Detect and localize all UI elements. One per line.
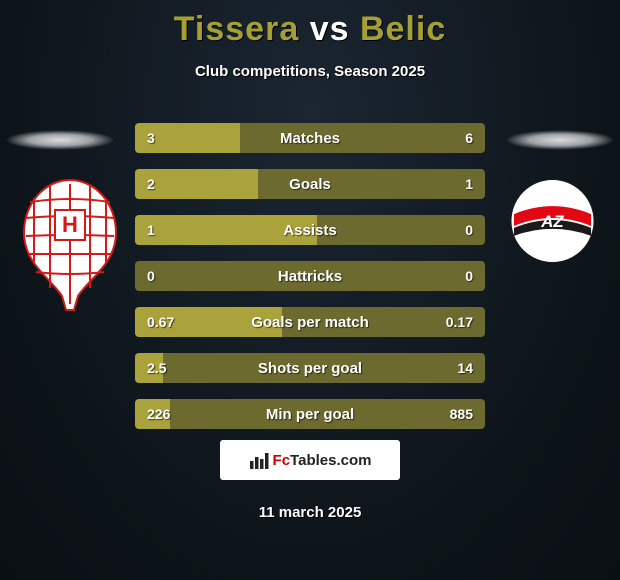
shadow-right	[505, 130, 615, 150]
stat-row: 226885Min per goal	[135, 399, 485, 429]
stat-label: Goals per match	[135, 307, 485, 337]
stat-row: 21Goals	[135, 169, 485, 199]
bars-chart-icon	[249, 450, 269, 470]
brand-suffix: Tables.com	[290, 452, 371, 469]
date-line: 11 march 2025	[0, 504, 620, 521]
shadow-left	[5, 130, 115, 150]
stat-label: Shots per goal	[135, 353, 485, 383]
stat-row: 0.670.17Goals per match	[135, 307, 485, 337]
team-logo-right: AZ	[510, 178, 595, 263]
vs-label: vs	[310, 10, 350, 48]
stat-row: 2.514Shots per goal	[135, 353, 485, 383]
stat-label: Min per goal	[135, 399, 485, 429]
stat-label: Goals	[135, 169, 485, 199]
balloon-shield-icon: H	[20, 178, 120, 313]
comparison-bars: 36Matches 21Goals 10Assists 00Hattricks 0.67…	[135, 123, 485, 445]
stat-row: 00Hattricks	[135, 261, 485, 291]
brand-prefix: Fc	[273, 452, 291, 469]
subtitle: Club competitions, Season 2025	[0, 63, 620, 80]
team-logo-left: H	[20, 178, 120, 313]
comparison-title: Tissera vs Belic	[0, 0, 620, 49]
player2-name: Belic	[360, 10, 446, 48]
svg-text:H: H	[62, 212, 78, 237]
az-disc-icon: AZ	[510, 178, 595, 264]
fctables-badge: FcTables.com	[220, 440, 400, 480]
stat-label: Hattricks	[135, 261, 485, 291]
brand-text: FcTables.com	[273, 452, 372, 469]
stat-row: 36Matches	[135, 123, 485, 153]
stat-label: Matches	[135, 123, 485, 153]
svg-text:AZ: AZ	[540, 211, 564, 230]
stat-row: 10Assists	[135, 215, 485, 245]
stat-label: Assists	[135, 215, 485, 245]
player1-name: Tissera	[174, 10, 299, 48]
